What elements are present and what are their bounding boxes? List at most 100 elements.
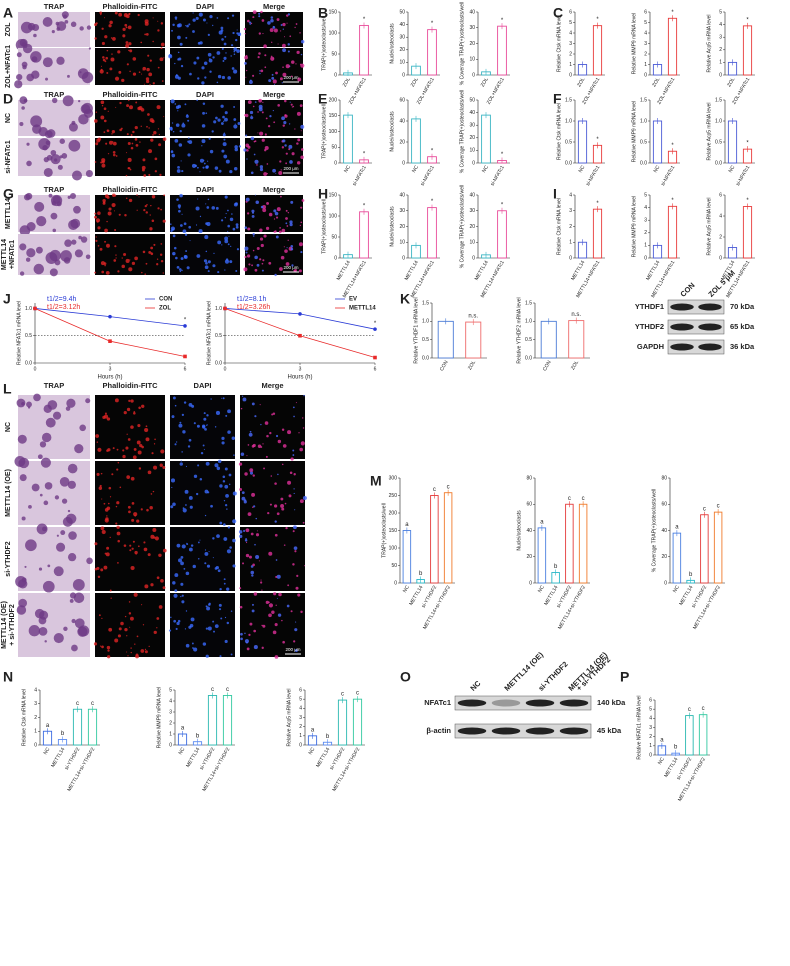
panel-label: D — [3, 91, 13, 107]
y-tick-label: 250 — [389, 493, 398, 499]
cell — [273, 28, 278, 33]
significance: b — [419, 571, 423, 577]
significance: * — [363, 203, 366, 209]
cell — [47, 564, 51, 568]
cell — [94, 119, 98, 123]
image-header: Merge — [263, 185, 285, 194]
x-tick-label: NC — [672, 584, 681, 594]
cell — [293, 546, 298, 550]
x-tick-label: si-NFATc1 — [419, 164, 436, 187]
x-tick-label: NC — [481, 164, 490, 174]
cell — [285, 152, 288, 155]
micrograph — [95, 461, 165, 525]
y-tick-label: 80 — [526, 475, 532, 481]
y-tick-label: 200 — [329, 97, 338, 103]
cell — [74, 618, 85, 629]
cell — [177, 23, 182, 28]
cell — [280, 23, 283, 26]
cell — [178, 209, 181, 213]
cell — [222, 60, 225, 62]
cell — [226, 508, 228, 510]
cell — [261, 111, 264, 114]
cell — [182, 508, 187, 513]
y-tick-label: 4 — [644, 30, 647, 36]
cell — [239, 488, 243, 491]
cell — [106, 195, 110, 199]
cell — [206, 564, 211, 568]
cell — [249, 110, 254, 115]
cell — [185, 25, 187, 27]
cell — [244, 538, 248, 542]
significance: * — [671, 198, 674, 204]
cell — [163, 116, 165, 118]
cell — [221, 441, 225, 445]
cell — [293, 640, 296, 643]
cell — [62, 14, 68, 19]
cell — [207, 52, 212, 57]
panel-label: A — [3, 5, 13, 21]
y-tick-label: 1 — [299, 733, 302, 739]
cell — [45, 77, 49, 81]
cell — [170, 128, 173, 131]
panel-label: J — [3, 291, 11, 307]
cell — [177, 204, 181, 208]
cell — [202, 102, 206, 105]
cell — [270, 55, 273, 58]
y-tick-label: 0 — [402, 255, 405, 261]
cell — [180, 257, 184, 261]
y-tick-label: 20 — [469, 41, 475, 47]
y-tick-label: 4 — [34, 687, 37, 693]
cell — [239, 534, 243, 539]
y-tick-label: 0.0 — [715, 160, 722, 166]
y-axis-label: Relative YTHDF1 mRNA level — [413, 297, 419, 363]
cell — [203, 259, 208, 263]
cell — [202, 444, 205, 447]
panel-label: L — [3, 381, 12, 397]
cell — [220, 29, 224, 32]
cell — [106, 243, 110, 248]
cell — [258, 98, 263, 103]
cell — [94, 215, 97, 219]
cell — [268, 212, 273, 217]
x-tick-label: si-NFATc1 — [489, 164, 506, 187]
cell — [292, 563, 295, 566]
cell — [283, 544, 286, 546]
cell — [30, 115, 43, 128]
blot-column: METTL14 (OE) — [566, 650, 609, 693]
cell — [114, 210, 116, 212]
cell — [226, 549, 232, 554]
cell — [296, 111, 301, 116]
y-tick-label: 2 — [299, 724, 302, 730]
cell — [14, 80, 23, 89]
cell — [182, 430, 186, 434]
significance: b — [689, 572, 693, 578]
cell — [129, 549, 132, 552]
cell — [24, 565, 27, 568]
cell — [103, 262, 107, 265]
cell — [180, 595, 182, 598]
cell — [174, 103, 177, 105]
cell — [207, 260, 211, 264]
cell — [186, 24, 189, 28]
cell — [277, 613, 282, 617]
bar — [352, 698, 363, 746]
significance: * — [501, 152, 504, 158]
y-tick-label: 10 — [469, 148, 475, 154]
cell — [294, 269, 298, 272]
x-tick-label: NC — [537, 584, 546, 594]
cell — [292, 530, 295, 533]
y-tick-label: 6 — [644, 9, 647, 15]
cell — [263, 172, 268, 176]
cell — [130, 134, 133, 136]
row-label: METTL14 (OE) — [5, 469, 12, 517]
cell — [94, 161, 97, 163]
cell — [299, 499, 304, 504]
cell — [94, 567, 98, 571]
cell — [265, 226, 270, 230]
significance: * — [431, 21, 434, 27]
cell — [144, 21, 149, 26]
cell — [224, 216, 226, 219]
cell — [60, 530, 66, 536]
cell — [193, 422, 196, 425]
cell — [85, 169, 93, 178]
